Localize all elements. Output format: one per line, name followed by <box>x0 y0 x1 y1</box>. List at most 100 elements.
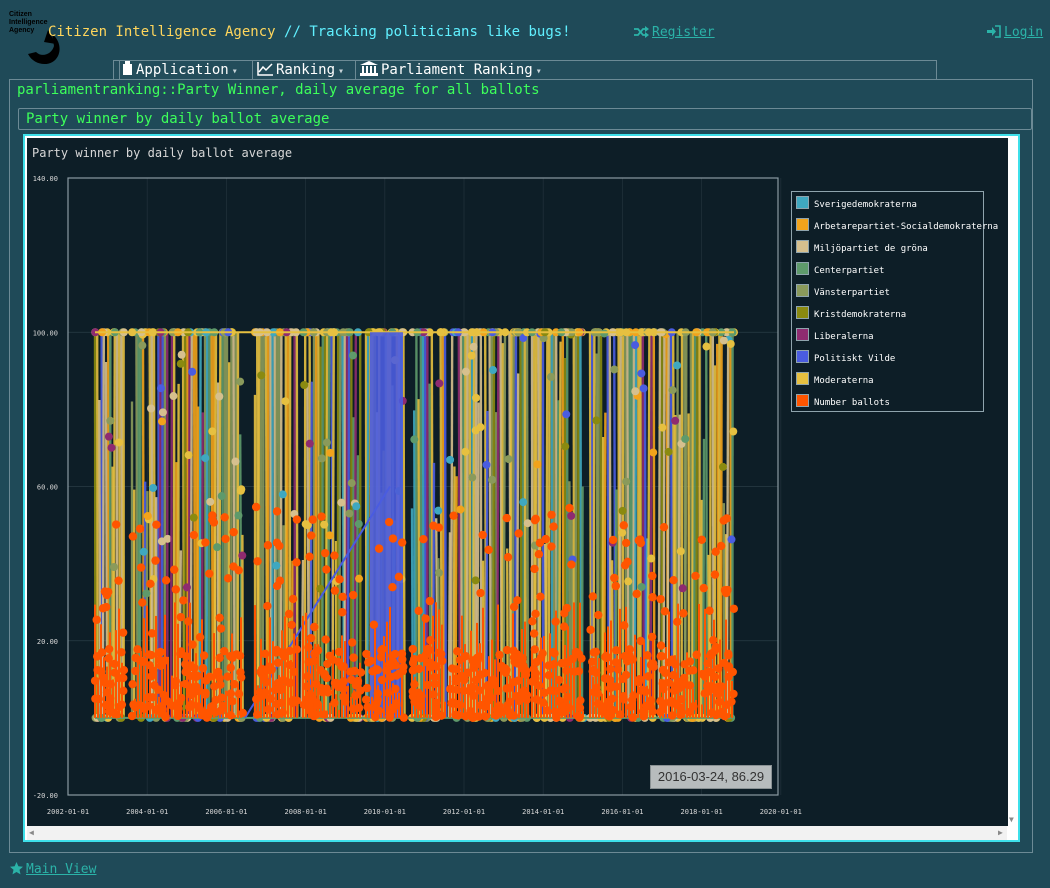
number-ballots-point <box>322 565 331 574</box>
number-ballots-point <box>128 679 137 689</box>
number-ballots-point <box>219 646 229 656</box>
number-ballots-point <box>623 557 632 567</box>
party-point <box>489 366 498 375</box>
number-ballots-point <box>611 581 621 591</box>
party-series-line <box>683 332 688 718</box>
party-point <box>547 372 556 381</box>
number-ballots-point <box>502 645 512 655</box>
number-ballots-point <box>519 690 528 699</box>
party-series-line <box>192 332 197 718</box>
legend-item[interactable]: Miljöpartiet de gröna <box>796 240 928 254</box>
number-ballots-point <box>119 686 128 696</box>
party-series-line <box>557 341 562 718</box>
number-ballots-point <box>323 659 332 669</box>
party-point <box>631 387 640 396</box>
number-ballots-point <box>397 538 407 547</box>
legend-label: Moderaterna <box>814 376 874 386</box>
party-point <box>639 384 648 393</box>
party-series-line <box>722 503 726 718</box>
number-ballots-point <box>310 622 319 632</box>
legend-item[interactable]: Kristdemokraterna <box>796 306 906 320</box>
number-ballots-point <box>292 558 301 567</box>
number-ballots-point <box>176 612 185 622</box>
scroll-down-icon[interactable]: ▼ <box>1009 815 1014 824</box>
number-ballots-point <box>263 541 273 550</box>
number-ballots-point <box>500 664 510 673</box>
party-point <box>561 442 570 451</box>
menu-ranking[interactable]: Ranking ▾ <box>257 61 344 79</box>
party-series-line <box>502 332 507 718</box>
legend-item[interactable]: Number ballots <box>796 394 890 408</box>
horizontal-scrollbar[interactable] <box>27 826 1007 840</box>
chart-title: Party winner by daily ballot average <box>32 146 293 160</box>
number-ballots-point <box>152 520 161 529</box>
party-series-line <box>652 332 656 718</box>
number-ballots-point <box>309 656 319 666</box>
number-ballots-point <box>321 635 330 644</box>
register-link[interactable]: Register <box>634 25 715 40</box>
number-ballots-point <box>92 615 101 624</box>
party-point <box>461 447 470 456</box>
number-ballots-point <box>544 661 553 670</box>
number-ballots-point <box>459 686 469 695</box>
login-link[interactable]: Login <box>987 25 1043 40</box>
party-point <box>208 427 217 436</box>
number-ballots-point <box>273 710 282 719</box>
number-ballots-point <box>334 657 343 667</box>
breadcrumb: parliamentranking::Party Winner, daily a… <box>17 82 540 98</box>
party-point <box>562 410 571 419</box>
legend-item[interactable]: Centerpartiet <box>796 262 884 276</box>
number-ballots-point <box>223 672 232 681</box>
main-view-label: Main View <box>26 862 97 877</box>
party-point <box>231 457 240 466</box>
number-ballots-point <box>377 675 387 685</box>
number-ballots-point <box>549 522 558 531</box>
number-ballots-point <box>330 586 340 595</box>
party-point <box>347 479 356 488</box>
legend-item[interactable]: Sverigedemokraterna <box>796 196 917 210</box>
scroll-left-icon[interactable]: ◀ <box>29 828 34 837</box>
party-series-line <box>120 332 124 718</box>
party-series-line <box>692 332 697 718</box>
legend-item[interactable]: Liberalerna <box>796 328 874 342</box>
number-ballots-point <box>213 667 223 677</box>
number-ballots-point <box>205 569 214 578</box>
party-point <box>456 505 465 514</box>
menu-application[interactable]: Application ▾ <box>122 61 238 79</box>
number-ballots-point <box>419 534 428 544</box>
party-series-line <box>419 332 423 718</box>
x-tick-label: 2004-01-01 <box>126 808 168 816</box>
party-point <box>322 438 331 447</box>
scroll-right-icon[interactable]: ▶ <box>998 828 1003 837</box>
number-ballots-point <box>629 691 638 700</box>
menu-parliament-ranking[interactable]: Parliament Ranking ▾ <box>360 61 542 79</box>
number-ballots-point <box>349 653 358 662</box>
number-ballots-point <box>217 693 226 702</box>
party-point <box>158 408 167 417</box>
party-point <box>189 513 198 522</box>
legend-item[interactable]: Arbetarepartiet-Socialdemokraterna <box>796 218 998 232</box>
party-series-line <box>533 332 538 718</box>
x-tick-label: 2016-01-01 <box>601 808 643 816</box>
number-ballots-point <box>565 503 574 513</box>
party-point <box>147 404 156 413</box>
party-point <box>618 528 627 537</box>
party-point <box>472 393 481 402</box>
number-ballots-point <box>489 675 498 684</box>
legend-item[interactable]: Politiskt Vilde <box>796 350 895 364</box>
number-ballots-point <box>636 636 645 646</box>
number-ballots-point <box>610 573 619 583</box>
party-series-line <box>568 481 572 718</box>
legend-swatch <box>796 394 809 407</box>
x-tick-label: 2002-01-01 <box>47 808 89 816</box>
number-ballots-point <box>138 598 147 607</box>
legend-item[interactable]: Moderaterna <box>796 372 874 386</box>
number-ballots-point <box>339 692 348 701</box>
number-ballots-point <box>621 538 631 548</box>
main-view-link[interactable]: Main View <box>10 862 96 877</box>
number-ballots-point <box>229 562 238 571</box>
legend-item[interactable]: Vänsterpartiet <box>796 284 890 298</box>
number-ballots-point <box>151 556 160 565</box>
number-ballots-point <box>330 698 339 708</box>
